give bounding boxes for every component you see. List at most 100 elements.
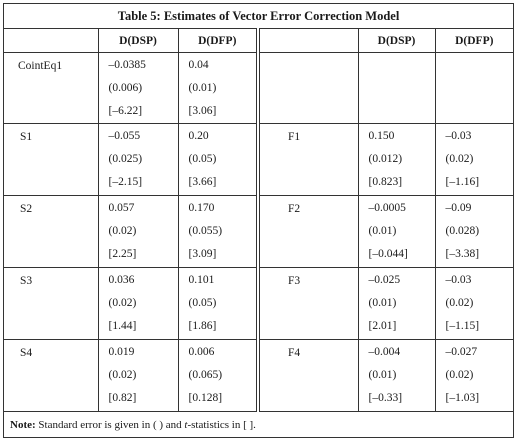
left-row-label: S2 — [4, 195, 98, 268]
standard-error: (0.02) — [108, 369, 137, 381]
coefficient: –0.0005 — [368, 202, 406, 214]
t-statistic: [2.25] — [108, 248, 137, 260]
standard-error: (0.02) — [445, 153, 474, 165]
t-statistic: [–0.044] — [368, 248, 408, 260]
left-dfp-cell: 0.006 (0.065) [0.128] — [177, 339, 260, 412]
right-row-label: F1 — [258, 123, 358, 196]
standard-error: (0.01) — [368, 225, 397, 237]
left-dsp-cell: –0.0385 (0.006) [–6.22] — [97, 52, 178, 124]
right-row-label — [258, 52, 358, 124]
coefficient: –0.025 — [368, 274, 401, 286]
standard-error: (0.012) — [368, 153, 403, 165]
header-right-label — [258, 28, 358, 53]
standard-error: (0.025) — [108, 153, 143, 165]
right-dfp-cell — [434, 52, 514, 124]
left-row-label: S3 — [4, 267, 98, 340]
standard-error: (0.01) — [188, 82, 217, 94]
coefficient: –0.055 — [108, 130, 141, 142]
coefficient: –0.027 — [445, 346, 478, 358]
coefficient: 0.150 — [368, 130, 395, 142]
table-title: Table 5: Estimates of Vector Error Corre… — [4, 4, 514, 29]
table-row: S4 0.019 (0.02) [0.82] 0.006 (0.065) [0.128] F4… — [4, 339, 514, 412]
standard-error: (0.05) — [188, 153, 217, 165]
right-dfp-cell: –0.03 (0.02) [–1.15] — [434, 267, 514, 340]
left-dsp-cell: –0.055 (0.025) [–2.15] — [97, 123, 178, 196]
coefficient: 0.20 — [188, 130, 209, 142]
t-statistic: [–1.15] — [445, 320, 480, 332]
coefficient: –0.0385 — [108, 59, 146, 71]
t-statistic: [–1.03] — [445, 392, 480, 404]
table-row: S2 0.057 (0.02) [2.25] 0.170 (0.055) [3.09] F2–… — [4, 195, 514, 268]
header-left-dfp: D(DFP) — [177, 28, 260, 53]
left-row-label: CointEq1 — [4, 52, 98, 124]
coefficient: 0.170 — [188, 202, 215, 214]
t-statistic: [1.44] — [108, 320, 137, 332]
right-row-label: F2 — [258, 195, 358, 268]
header-right-dsp: D(DSP) — [357, 28, 435, 53]
right-dsp-cell: –0.004 (0.01) [–0.33] — [357, 339, 435, 412]
t-statistic: [0.128] — [188, 392, 223, 404]
table-note: Note: Standard error is given in ( ) and… — [4, 412, 513, 439]
standard-error — [369, 77, 431, 100]
coefficient: –0.03 — [445, 274, 472, 286]
left-dfp-cell: 0.20 (0.05) [3.66] — [177, 123, 260, 196]
standard-error: (0.01) — [368, 369, 397, 381]
t-statistic: [3.66] — [188, 176, 217, 188]
standard-error: (0.01) — [368, 297, 397, 309]
left-row-label: S1 — [4, 123, 98, 196]
right-dsp-cell: 0.150 (0.012) [0.823] — [357, 123, 435, 196]
coefficient: –0.004 — [368, 346, 401, 358]
left-dsp-cell: 0.036 (0.02) [1.44] — [97, 267, 178, 340]
standard-error: (0.02) — [445, 297, 474, 309]
left-row-label: S4 — [4, 339, 98, 412]
standard-error: (0.02) — [445, 369, 474, 381]
standard-error: (0.02) — [108, 297, 137, 309]
right-dfp-cell: –0.09 (0.028) [–3.38] — [434, 195, 514, 268]
t-statistic: [–0.33] — [368, 392, 403, 404]
standard-error: (0.028) — [445, 225, 480, 237]
note-label: Note: — [10, 419, 36, 431]
left-dsp-cell: 0.057 (0.02) [2.25] — [97, 195, 178, 268]
standard-error: (0.055) — [188, 225, 223, 237]
left-dfp-cell: 0.170 (0.055) [3.09] — [177, 195, 260, 268]
right-dsp-cell — [357, 52, 435, 124]
table-row: S3 0.036 (0.02) [1.44] 0.101 (0.05) [1.86] F3 –0… — [4, 267, 514, 340]
t-statistic: [–3.38] — [445, 248, 480, 260]
t-statistic: [–6.22] — [108, 105, 143, 117]
coefficient: –0.09 — [445, 202, 472, 214]
coefficient — [369, 54, 431, 77]
table-row: CointEq1 –0.0385 (0.006) [–6.22] 0.04 (0.01) [… — [4, 52, 514, 124]
vecm-table: Table 5: Estimates of Vector Error Corre… — [4, 4, 514, 439]
header-right-dfp: D(DFP) — [434, 28, 514, 53]
standard-error: (0.02) — [108, 225, 137, 237]
t-statistic: [3.09] — [188, 248, 217, 260]
right-dsp-cell: –0.0005 (0.01) [–0.044] — [357, 195, 435, 268]
t-statistic: [1.86] — [188, 320, 217, 332]
t-statistic: [3.06] — [188, 105, 217, 117]
standard-error: (0.065) — [188, 369, 223, 381]
t-statistic: [–2.15] — [108, 176, 143, 188]
right-row-label: F4 — [258, 339, 358, 412]
coefficient: 0.057 — [108, 202, 135, 214]
right-dfp-cell: –0.03 (0.02) [–1.16] — [434, 123, 514, 196]
coefficient — [446, 54, 510, 77]
header-left-label — [4, 28, 98, 53]
standard-error — [446, 77, 510, 100]
coefficient: 0.019 — [108, 346, 135, 358]
right-dfp-cell: –0.027 (0.02) [–1.03] — [434, 339, 514, 412]
t-statistic: [–1.16] — [445, 176, 480, 188]
right-dsp-cell: –0.025 (0.01) [2.01] — [357, 267, 435, 340]
note-text-1: Standard error is given in ( ) and — [38, 419, 185, 431]
coefficient: 0.036 — [108, 274, 135, 286]
estimates-table-frame: Table 5: Estimates of Vector Error Corre… — [3, 3, 514, 438]
coefficient: 0.006 — [188, 346, 215, 358]
left-dsp-cell: 0.019 (0.02) [0.82] — [97, 339, 178, 412]
t-statistic — [446, 100, 510, 123]
coefficient: 0.04 — [188, 59, 209, 71]
note-t-italic: t — [184, 419, 188, 431]
left-dfp-cell: 0.04 (0.01) [3.06] — [177, 52, 260, 124]
left-dfp-cell: 0.101 (0.05) [1.86] — [177, 267, 260, 340]
header-left-dsp: D(DSP) — [97, 28, 178, 53]
t-statistic — [369, 100, 431, 123]
t-statistic: [2.01] — [368, 320, 397, 332]
